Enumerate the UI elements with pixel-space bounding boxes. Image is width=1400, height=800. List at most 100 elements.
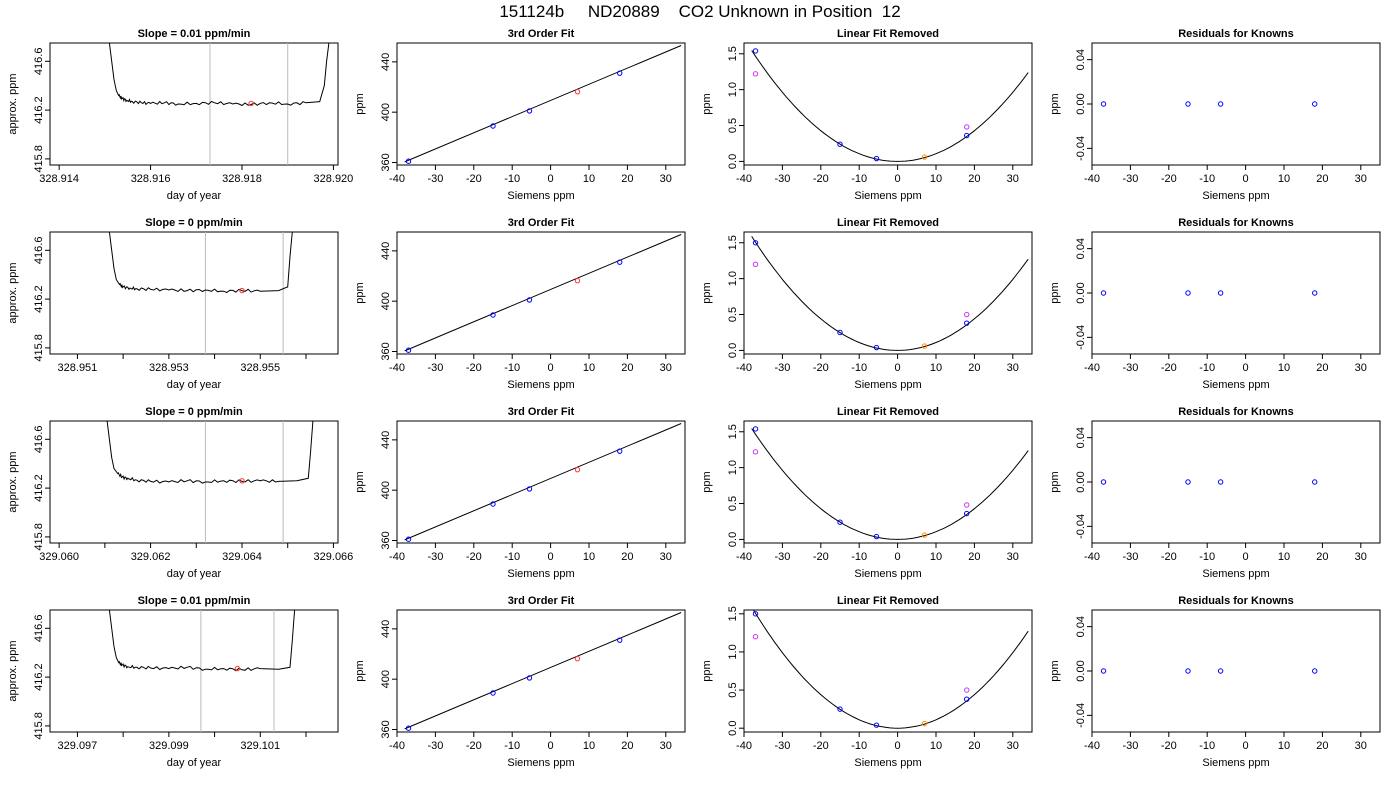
chart-panel: Linear Fit Removed -40 -30 -20 -10 0 10 20 30 Sie… bbox=[701, 28, 1033, 202]
x-tick-label: 329.062 bbox=[131, 551, 171, 563]
y-tick-label: -0.04 bbox=[1075, 136, 1087, 161]
x-tick-label: 30 bbox=[1355, 740, 1367, 752]
chart-panel: Slope = 0 ppm/min 329.060 329.062 329.064 32… bbox=[7, 406, 353, 580]
x-tick-label: -10 bbox=[504, 362, 520, 374]
chart-panel: 3rd Order Fit -40 -30 -20 -10 0 10 20 30 Siemens … bbox=[354, 217, 686, 391]
panel-title: 3rd Order Fit bbox=[508, 217, 575, 229]
x-tick-label: 30 bbox=[1355, 173, 1367, 185]
data-point-known bbox=[752, 426, 759, 432]
y-tick-label: 415.8 bbox=[33, 334, 45, 362]
x-axis-label: Siemens ppm bbox=[507, 379, 574, 391]
chart-panel: Residuals for Knowns -40 -30 -20 -10 0 10 20 30 S… bbox=[1049, 406, 1381, 580]
y-tick-label: 415.8 bbox=[33, 712, 45, 740]
y-axis-label: ppm bbox=[701, 93, 713, 114]
x-tick-label: -20 bbox=[813, 362, 829, 374]
data-point-known bbox=[964, 696, 970, 702]
y-tick-label: 400 bbox=[380, 103, 392, 121]
x-tick-label: -30 bbox=[427, 551, 443, 563]
x-tick-label: -20 bbox=[1161, 740, 1177, 752]
data-point-residual bbox=[1217, 290, 1224, 296]
x-tick-label: -40 bbox=[389, 362, 405, 374]
y-axis-label: ppm bbox=[701, 660, 713, 681]
data-point-unknown_fit bbox=[921, 343, 928, 349]
y-tick-label: 1.5 bbox=[727, 424, 739, 439]
y-tick-label: 440 bbox=[380, 620, 392, 638]
data-point-known bbox=[873, 533, 880, 540]
x-tick-label: 10 bbox=[1278, 173, 1290, 185]
y-axis-label: ppm bbox=[354, 93, 366, 114]
x-tick-label: 329.099 bbox=[149, 740, 189, 752]
data-point-fit bbox=[964, 124, 970, 130]
data-point-unknown_fit bbox=[921, 532, 928, 538]
x-tick-label: 20 bbox=[621, 173, 633, 185]
x-tick-label: 329.064 bbox=[222, 551, 262, 563]
y-tick-label: 400 bbox=[380, 670, 392, 688]
fit-line bbox=[404, 45, 682, 163]
x-tick-label: 0 bbox=[895, 173, 901, 185]
data-point-known bbox=[526, 486, 533, 492]
x-tick-label: 0 bbox=[1243, 551, 1249, 563]
x-tick-label: -30 bbox=[774, 173, 790, 185]
panel-title: Slope = 0.01 ppm/min bbox=[138, 28, 251, 40]
y-tick-label: 416.2 bbox=[33, 96, 45, 124]
data-point-known bbox=[752, 240, 759, 246]
x-tick-label: -20 bbox=[813, 551, 829, 563]
data-point-residual bbox=[1312, 290, 1318, 296]
data-point-residual bbox=[1100, 479, 1107, 485]
x-tick-label: 329.097 bbox=[58, 740, 98, 752]
y-axis-label: ppm bbox=[354, 660, 366, 681]
x-axis-label: Siemens ppm bbox=[1202, 190, 1269, 202]
measurement-trace bbox=[108, 43, 330, 107]
chart-panel: Residuals for Knowns -40 -30 -20 -10 0 10 20 30 S… bbox=[1049, 217, 1381, 391]
y-tick-label: 0.04 bbox=[1075, 616, 1087, 637]
x-tick-label: -30 bbox=[427, 173, 443, 185]
y-tick-label: 360 bbox=[380, 720, 392, 738]
x-tick-label: 10 bbox=[930, 362, 942, 374]
panel-title: 3rd Order Fit bbox=[508, 28, 575, 40]
x-tick-label: -10 bbox=[851, 740, 867, 752]
y-tick-label: 0.00 bbox=[1075, 471, 1087, 492]
data-point-known bbox=[617, 637, 623, 643]
x-axis-label: Siemens ppm bbox=[1202, 568, 1269, 580]
data-point-residual bbox=[1217, 479, 1224, 485]
plot-area bbox=[1100, 290, 1318, 296]
data-point-known bbox=[490, 501, 496, 507]
y-tick-label: 415.8 bbox=[33, 145, 45, 173]
y-axis-label: ppm bbox=[1049, 660, 1061, 681]
data-point-fit bbox=[964, 687, 970, 693]
data-point-known bbox=[964, 320, 970, 326]
x-tick-label: 328.918 bbox=[222, 173, 262, 185]
x-tick-label: -20 bbox=[466, 173, 482, 185]
data-point-residual bbox=[1185, 101, 1191, 107]
x-tick-label: -20 bbox=[466, 551, 482, 563]
data-point-residual bbox=[1217, 668, 1224, 674]
x-tick-label: 30 bbox=[1007, 740, 1019, 752]
plot-area bbox=[108, 232, 293, 354]
x-tick-label: -30 bbox=[774, 551, 790, 563]
y-axis-label: ppm bbox=[354, 282, 366, 303]
plot-area bbox=[106, 421, 314, 543]
y-tick-label: 0.00 bbox=[1075, 282, 1087, 303]
x-tick-label: 0 bbox=[548, 551, 554, 563]
data-point-known bbox=[873, 722, 880, 728]
plot-frame bbox=[743, 42, 1033, 166]
data-point-unknown bbox=[239, 478, 245, 484]
x-tick-label: 20 bbox=[968, 551, 980, 563]
x-tick-label: -30 bbox=[427, 362, 443, 374]
y-tick-label: 1.5 bbox=[727, 46, 739, 61]
plot-frame bbox=[1091, 420, 1381, 544]
y-axis-label: approx. ppm bbox=[7, 640, 19, 701]
x-tick-label: 10 bbox=[583, 740, 595, 752]
data-point-unknown bbox=[239, 287, 245, 294]
y-tick-label: 360 bbox=[380, 342, 392, 360]
y-axis-label: ppm bbox=[1049, 93, 1061, 114]
x-axis-label: day of year bbox=[167, 190, 222, 202]
data-point-unknown bbox=[248, 100, 254, 107]
data-point-residual bbox=[1100, 290, 1107, 296]
plot-frame bbox=[49, 231, 339, 355]
x-tick-label: -40 bbox=[389, 740, 405, 752]
x-tick-label: -10 bbox=[1199, 551, 1215, 563]
panel-title: Linear Fit Removed bbox=[837, 217, 939, 229]
y-tick-label: 416.6 bbox=[33, 237, 45, 265]
x-tick-label: -20 bbox=[1161, 551, 1177, 563]
